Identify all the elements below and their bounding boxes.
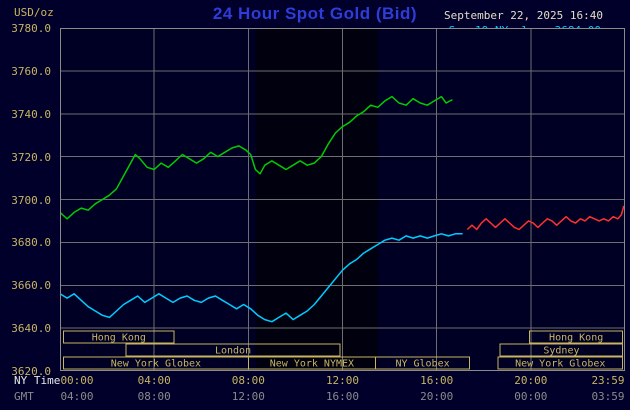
x-tick-ny-label: 23:59: [591, 374, 625, 387]
x-axis-ny-row: 00:00 04:00 08:00 12:00 16:00 20:00 23:59: [60, 374, 625, 387]
y-tick-label: 3700.0: [11, 193, 51, 207]
y-tick-label: 3760.0: [11, 64, 51, 78]
y-tick-label: 3780.0: [11, 22, 51, 35]
y-tick-label: 3640.0: [11, 322, 51, 336]
series-line: [466, 205, 625, 231]
y-axis-ticks: 3780.0 3760.0 3740.0 3720.0 3700.0 3680.0 3660…: [0, 22, 55, 378]
gmt-label: GMT: [14, 390, 34, 403]
x-tick-ny-label: 20:00: [514, 374, 548, 387]
x-tick-gmt-label: 04:00: [60, 390, 94, 403]
session-label: New York Globex: [515, 359, 605, 370]
session-label: London: [215, 346, 251, 357]
session-box: [125, 343, 341, 357]
x-tick-ny-label: 12:00: [325, 374, 360, 387]
x-tick-gmt-label: 16:00: [325, 390, 360, 403]
series-line: [60, 95, 453, 220]
session-label: Hong Kong: [549, 333, 603, 344]
session-box: [497, 356, 624, 370]
page-title: 24 Hour Spot Gold (Bid): [212, 4, 418, 23]
session-label: Hong Kong: [92, 333, 146, 344]
x-tick-ny-label: 16:00: [420, 374, 454, 387]
session-box: [499, 343, 624, 357]
session-label: New York Globex: [111, 359, 201, 370]
x-tick-gmt-label: 08:00: [137, 390, 171, 403]
x-tick-gmt-label: 12:00: [231, 390, 265, 403]
y-tick-label: 3660.0: [11, 279, 51, 293]
y-tick-label: 3620.0: [11, 365, 51, 378]
session-box: [529, 330, 624, 344]
x-axis-gmt-row: 04:00 08:00 12:00 16:00 20:00 00:00 03:59: [60, 390, 625, 403]
x-tick-ny-label: 04:00: [137, 374, 171, 387]
session-box: [63, 330, 175, 344]
x-tick-gmt-label: 03:59: [591, 390, 625, 403]
session-label: Sydney: [543, 346, 579, 357]
chart-datetime: September 22, 2025 16:40: [444, 9, 603, 22]
session-box: [374, 356, 471, 370]
plot-border: [60, 28, 625, 371]
x-tick-ny-label: 00:00: [60, 374, 94, 387]
y-tick-label: 3720.0: [11, 150, 51, 164]
y-tick-label: 3680.0: [11, 236, 51, 250]
plot-area: Hong Kong Hong Kong London Sydney New York G…: [60, 28, 625, 371]
session-label: NY Globex: [395, 359, 449, 370]
y-tick-label: 3740.0: [11, 107, 51, 121]
x-tick-gmt-label: 20:00: [420, 390, 454, 403]
units-label: USD/oz: [14, 6, 54, 19]
x-tick-gmt-label: 00:00: [514, 390, 548, 403]
session-label: New York NYMEX: [270, 359, 354, 370]
x-tick-ny-label: 08:00: [231, 374, 265, 387]
series-line: [60, 233, 463, 323]
ny-time-label: NY Time: [14, 374, 61, 387]
